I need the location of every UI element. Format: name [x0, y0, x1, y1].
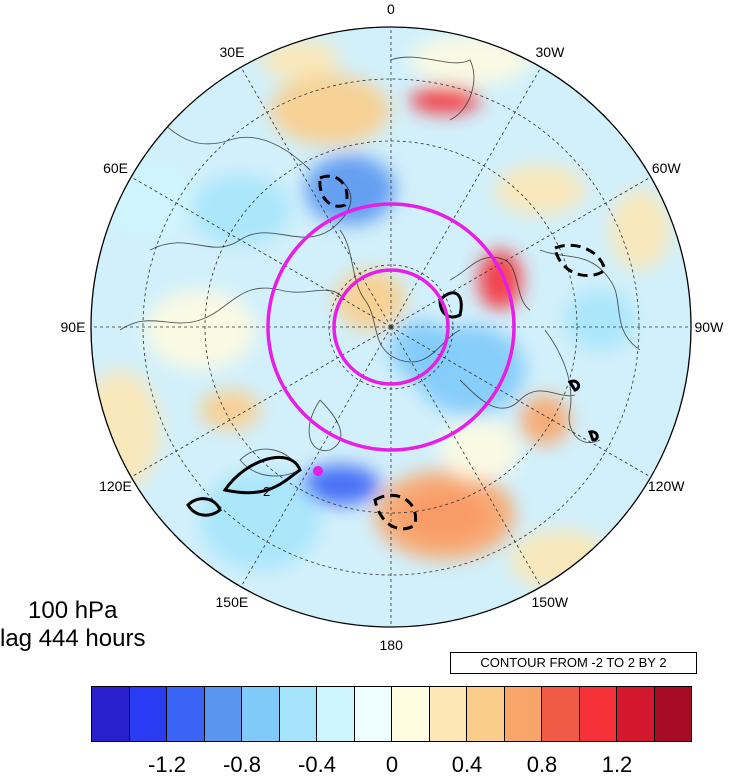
colorbar-tick-label: 0.4	[451, 752, 483, 777]
anomaly-blob	[390, 320, 450, 380]
pressure-level-label: 100 hPa	[28, 597, 118, 624]
colorbar-tick-label: -0.4	[298, 752, 336, 777]
graticule	[91, 27, 691, 627]
colorbar-swatch	[316, 686, 355, 742]
anomaly-blob	[270, 75, 390, 145]
contour-info-box: CONTOUR FROM -2 TO 2 BY 2	[450, 652, 697, 674]
anomaly-blob	[510, 530, 610, 590]
inner-magenta-circle	[332, 268, 450, 386]
colorbar-swatch	[203, 686, 242, 742]
lag-label: lag 444 hours	[0, 625, 146, 652]
longitude-label: 30E	[219, 43, 245, 60]
anomaly-blob	[565, 290, 635, 350]
anomaly-blob	[478, 250, 522, 310]
colorbar-swatch	[541, 686, 580, 742]
map-boundary	[90, 26, 692, 628]
longitude-label: 0	[387, 1, 395, 17]
colorbar-swatch	[503, 686, 542, 742]
longitude-label: 90W	[694, 319, 724, 335]
anomaly-blob	[145, 290, 255, 370]
colorbar-swatch	[241, 686, 280, 742]
anomaly-blob	[610, 190, 670, 270]
anomaly-blob	[91, 370, 160, 490]
longitude-label: 180	[379, 637, 403, 653]
anomaly-field	[91, 35, 670, 590]
outer-magenta-circle	[266, 202, 516, 452]
colorbar-swatch	[166, 686, 205, 742]
anomaly-blob	[440, 420, 520, 480]
colorbar-tick-label: 0	[385, 752, 399, 777]
anomaly-blob	[410, 86, 480, 114]
longitude-label: 150E	[215, 594, 249, 611]
contour-inline-label: 2	[263, 484, 270, 499]
colorbar-swatch	[578, 686, 617, 742]
anomaly-blob	[200, 470, 320, 570]
anomaly-blob	[200, 390, 260, 430]
colorbar-tick-label: -1.2	[148, 752, 186, 777]
colorbar-swatch	[653, 686, 692, 742]
longitude-label: 150W	[531, 594, 569, 611]
colorbar-tick-label: -0.8	[223, 752, 261, 777]
colorbar-swatch	[128, 686, 167, 742]
coastlines	[119, 56, 641, 477]
colorbar-swatch	[391, 686, 430, 742]
colorbar	[91, 686, 692, 742]
longitude-label: 60W	[651, 160, 681, 176]
longitude-label: 30W	[535, 43, 565, 60]
anomaly-blob	[305, 155, 395, 225]
anomaly-blob	[190, 175, 290, 245]
anomaly-blob	[375, 470, 515, 560]
anomaly-blob	[520, 395, 570, 445]
longitude-label: 120E	[99, 478, 132, 494]
colorbar-tick-label: 0.8	[526, 752, 558, 777]
colorbar-swatch	[428, 686, 467, 742]
colorbar-swatch	[466, 686, 505, 742]
anomaly-blob	[495, 165, 585, 215]
longitude-label: 90E	[60, 319, 86, 335]
longitude-label: 60E	[103, 160, 129, 176]
anomaly-blob	[260, 40, 340, 80]
colorbar-swatch	[278, 686, 317, 742]
colorbar-swatch	[353, 686, 392, 742]
colorbar-swatch	[616, 686, 655, 742]
contour-lines	[186, 174, 607, 531]
longitude-label: 120W	[647, 478, 685, 494]
location-marker	[313, 466, 323, 476]
colorbar-swatch	[91, 686, 130, 742]
colorbar-tick-label: 1.2	[601, 752, 633, 777]
